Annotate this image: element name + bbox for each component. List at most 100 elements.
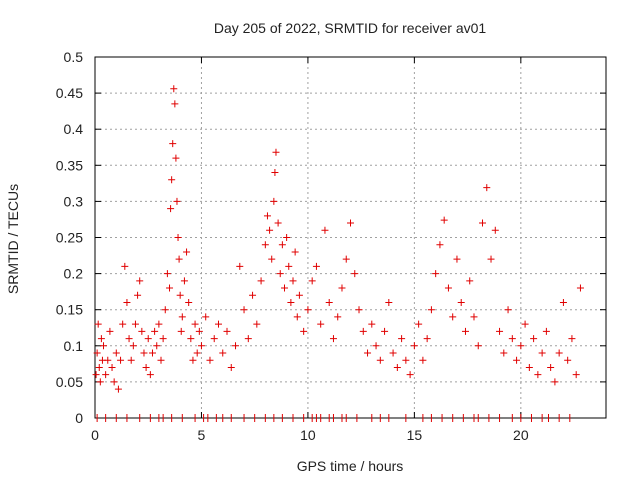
data-point [385, 298, 393, 306]
x-tick-label: 5 [198, 427, 206, 443]
data-point [187, 335, 195, 343]
data-point [568, 335, 576, 343]
x-axis-label: GPS time / hours [297, 458, 404, 474]
data-point [508, 335, 516, 343]
y-tick-label: 0.1 [64, 338, 84, 354]
data-point [381, 327, 389, 335]
data-point [280, 284, 288, 292]
data-point [487, 255, 495, 263]
data-point [479, 219, 487, 227]
data-point [440, 216, 448, 224]
data-point [270, 197, 278, 205]
data-point [236, 262, 244, 270]
data-point [551, 378, 559, 386]
data-point [436, 241, 444, 249]
y-tick-label: 0.3 [64, 193, 84, 209]
data-point [268, 255, 276, 263]
data-point [97, 335, 105, 343]
data-point [159, 335, 167, 343]
data-point [325, 298, 333, 306]
y-tick-label: 0.45 [56, 85, 83, 101]
data-point [517, 342, 525, 350]
data-markers [92, 85, 584, 422]
axis-ticks: 0 0.05 0.1 0.15 0.2 0.25 0.3 0.35 0.4 0.45 0.5 0 5 10… [56, 49, 606, 443]
data-point [276, 270, 284, 278]
data-point [530, 335, 538, 343]
y-tick-label: 0.4 [64, 121, 84, 137]
data-point [415, 320, 423, 328]
data-point [496, 327, 504, 335]
data-point [253, 320, 261, 328]
data-point [542, 327, 550, 335]
data-point [466, 277, 474, 285]
y-tick-label: 0.05 [56, 374, 83, 390]
data-point [168, 176, 176, 184]
data-point [93, 349, 101, 357]
data-point [153, 342, 161, 350]
data-point [100, 342, 108, 350]
data-point [169, 140, 177, 148]
data-point [223, 327, 231, 335]
data-point [538, 349, 546, 357]
data-point [104, 356, 112, 364]
data-point [474, 342, 482, 350]
data-point [470, 313, 478, 321]
data-point [144, 335, 152, 343]
data-point [263, 212, 271, 220]
data-point [504, 306, 512, 314]
data-point [321, 226, 329, 234]
data-point [146, 371, 154, 379]
data-point [398, 335, 406, 343]
y-tick-label: 0 [75, 410, 83, 426]
data-point [193, 349, 201, 357]
data-point [368, 320, 376, 328]
data-point [195, 327, 203, 335]
data-point [576, 284, 584, 292]
data-point [102, 371, 110, 379]
y-tick-label: 0.25 [56, 230, 83, 246]
data-point [114, 385, 122, 393]
data-point [232, 342, 240, 350]
data-point [419, 356, 427, 364]
data-point [173, 197, 181, 205]
data-point [148, 349, 156, 357]
data-point [227, 363, 235, 371]
data-point [134, 291, 142, 299]
data-point [136, 277, 144, 285]
data-point [219, 349, 227, 357]
y-tick-label: 0.2 [64, 266, 84, 282]
data-point [257, 277, 265, 285]
data-point [119, 320, 127, 328]
data-point [559, 298, 567, 306]
data-point [170, 85, 178, 93]
x-tick-label: 0 [91, 427, 99, 443]
data-point [293, 313, 301, 321]
data-point [129, 342, 137, 350]
data-point [295, 291, 303, 299]
data-point [572, 371, 580, 379]
data-point [334, 313, 342, 321]
data-point [94, 320, 102, 328]
data-point [155, 320, 163, 328]
data-point [410, 342, 418, 350]
data-point [534, 371, 542, 379]
data-point [483, 184, 491, 192]
data-point [304, 306, 312, 314]
data-point [163, 270, 171, 278]
data-point [351, 270, 359, 278]
data-point [197, 342, 205, 350]
data-point [500, 349, 508, 357]
data-point [271, 169, 279, 177]
data-point [389, 349, 397, 357]
data-point [308, 277, 316, 285]
data-point [175, 255, 183, 263]
data-point [240, 306, 248, 314]
data-point [166, 284, 174, 292]
data-point [444, 284, 452, 292]
data-point [157, 356, 165, 364]
data-point [121, 262, 129, 270]
data-point [202, 313, 210, 321]
data-point [513, 356, 521, 364]
data-point [525, 363, 533, 371]
data-point [189, 356, 197, 364]
